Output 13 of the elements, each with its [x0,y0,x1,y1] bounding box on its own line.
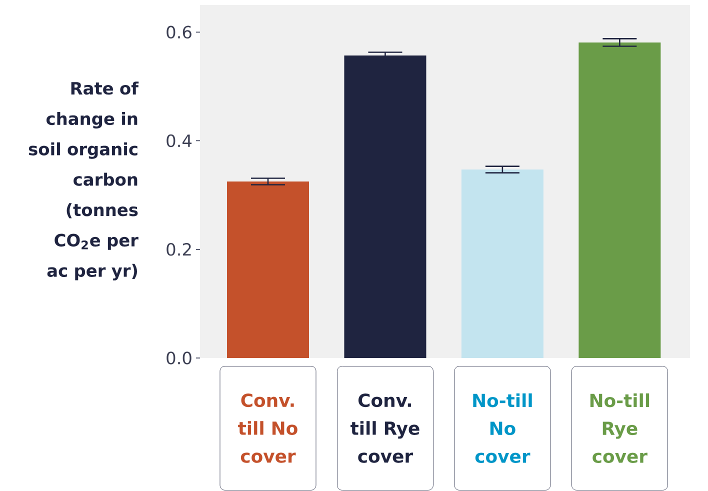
x-tick-label: No-till No cover [473,393,532,464]
bar [226,182,309,358]
text: Rate of change in soil organic carbon (tonnes CO$_{2}$e per ac per yr) [28,82,139,280]
y-tick-label: 0.6 [166,26,192,39]
y-tick-label: 0.2 [166,242,191,256]
x-tick-label: Conv. till Rye cover [350,394,420,463]
bar [578,42,661,358]
x-tick-label: No-till Rye cover [590,393,650,464]
bar [344,56,426,358]
bar [461,170,544,358]
x-tick-label: Conv. till No cover [238,394,298,463]
y-tick-label: 0.4 [166,134,192,148]
y-tick-label: 0.0 [166,352,192,364]
